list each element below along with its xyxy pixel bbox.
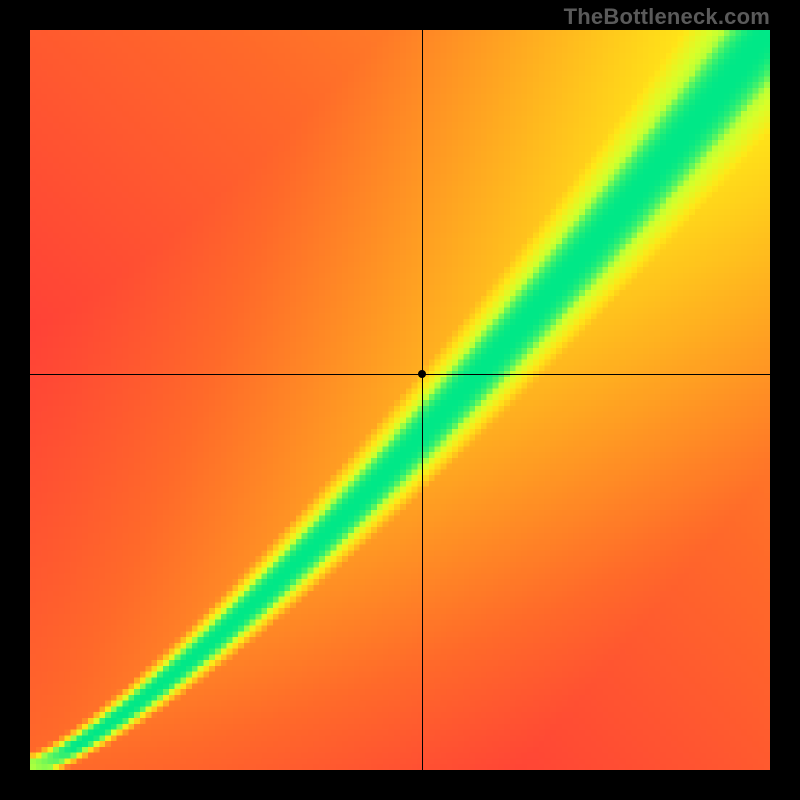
crosshair-vertical	[422, 30, 423, 770]
heatmap-canvas	[30, 30, 770, 770]
data-marker	[418, 370, 426, 378]
watermark-text: TheBottleneck.com	[564, 4, 770, 30]
chart-container: TheBottleneck.com	[0, 0, 800, 800]
crosshair-horizontal	[30, 374, 770, 375]
plot-area	[30, 30, 770, 770]
